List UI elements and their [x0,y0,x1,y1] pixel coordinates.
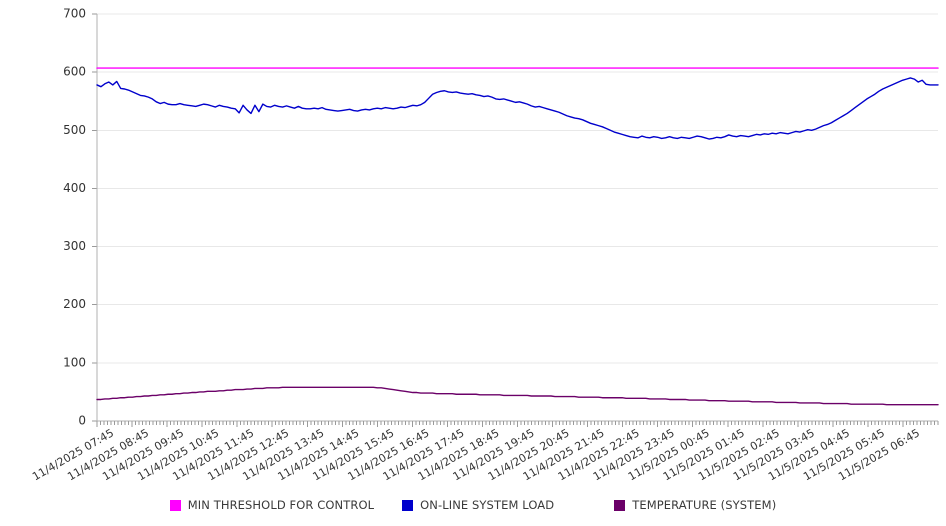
y-axis-tick-label: 700 [63,7,86,21]
legend-item-online-system-load[interactable]: ON-LINE SYSTEM LOAD [402,498,554,512]
series-line-temperature-system [96,386,939,406]
legend-swatch-blue-icon [402,499,414,511]
y-axis-group: 0 100 200 300 400 500 600 700 [63,7,98,428]
y-axis-tick-label: 600 [63,65,86,79]
y-axis-tick-label: 200 [63,297,86,311]
y-axis-tick-label: 500 [63,123,86,137]
legend-label-temperature: TEMPERATURE (SYSTEM) [632,498,777,512]
x-axis-group [96,420,939,427]
legend-swatch-purple-icon [614,499,626,511]
legend-item-temperature[interactable]: TEMPERATURE (SYSTEM) [614,498,776,512]
legend-swatch-magenta-icon [169,499,181,511]
legend-label-min-threshold: MIN THRESHOLD FOR CONTROL [187,498,375,512]
series-line-on-line-system-load [96,77,939,140]
y-axis-tick-label: 300 [63,239,86,253]
legend-item-min-threshold[interactable]: MIN THRESHOLD FOR CONTROL [169,498,375,512]
gridlines-group [97,13,938,422]
legend-label-online-system-load: ON-LINE SYSTEM LOAD [420,498,555,512]
series-group [96,67,939,406]
y-axis-tick-label: 0 [78,414,86,428]
chart-legend: MIN THRESHOLD FOR CONTROL ON-LINE SYSTEM… [0,494,946,516]
y-axis-tick-label: 400 [63,181,86,195]
y-axis-tick-label: 100 [63,355,86,369]
